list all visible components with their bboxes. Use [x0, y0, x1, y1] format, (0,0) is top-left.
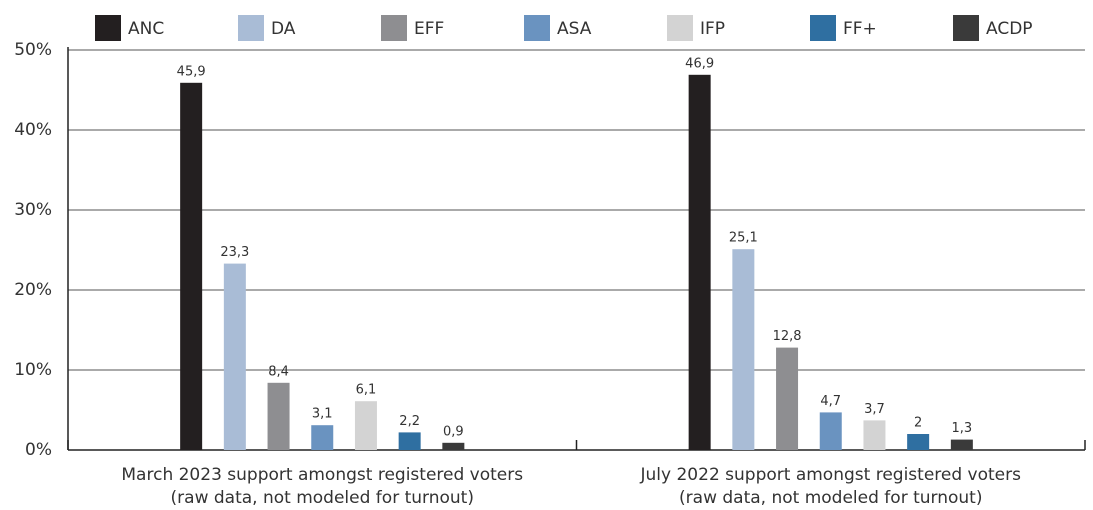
bar: [354, 401, 377, 450]
value-label: 8,4: [268, 364, 289, 379]
legend-label: EFF: [414, 19, 444, 39]
legend-label: FF+: [843, 19, 877, 39]
bar: [950, 439, 973, 450]
legend-swatch: [524, 15, 550, 41]
legend-label: IFP: [700, 19, 725, 39]
value-label: 12,8: [773, 329, 802, 344]
bar: [688, 74, 711, 451]
value-label: 25,1: [729, 231, 758, 246]
bar: [863, 420, 886, 450]
legend-swatch: [953, 15, 979, 41]
bar: [223, 263, 246, 450]
bar: [819, 412, 842, 450]
x-tick-label: July 2022 support amongst registered vot…: [640, 465, 1021, 508]
value-label: 3,7: [864, 402, 885, 417]
bar: [776, 347, 799, 450]
legend-swatch: [810, 15, 836, 41]
legend-swatch: [381, 15, 407, 41]
value-label: 23,3: [220, 245, 249, 260]
y-tick-label: 10%: [14, 360, 52, 380]
value-label: 4,7: [820, 394, 841, 409]
value-label: 2,2: [399, 414, 420, 429]
legend-swatch: [95, 15, 121, 41]
bar: [907, 434, 930, 450]
bar: [311, 425, 334, 450]
legend-label: DA: [271, 19, 296, 39]
value-label: 3,1: [312, 407, 333, 422]
legend-label: ACDP: [986, 19, 1033, 39]
legend-swatch: [238, 15, 264, 41]
value-label: 0,9: [443, 424, 464, 439]
legend-label: ASA: [557, 19, 592, 39]
bar: [398, 432, 421, 450]
bar: [180, 82, 203, 451]
y-tick-label: 20%: [14, 280, 52, 300]
y-tick-label: 50%: [14, 40, 52, 60]
value-label: 2: [914, 416, 922, 431]
x-tick-label: March 2023 support amongst registered vo…: [121, 465, 524, 508]
value-label: 46,9: [685, 56, 714, 71]
legend-swatch: [667, 15, 693, 41]
y-tick-label: 40%: [14, 120, 52, 140]
value-label: 45,9: [177, 64, 206, 79]
y-tick-label: 0%: [25, 440, 52, 460]
value-label: 6,1: [356, 383, 377, 398]
value-label: 1,3: [952, 421, 973, 436]
legend-label: ANC: [128, 19, 164, 39]
bar: [442, 442, 465, 450]
bar: [267, 382, 290, 450]
bar: [732, 249, 755, 450]
y-tick-label: 30%: [14, 200, 52, 220]
